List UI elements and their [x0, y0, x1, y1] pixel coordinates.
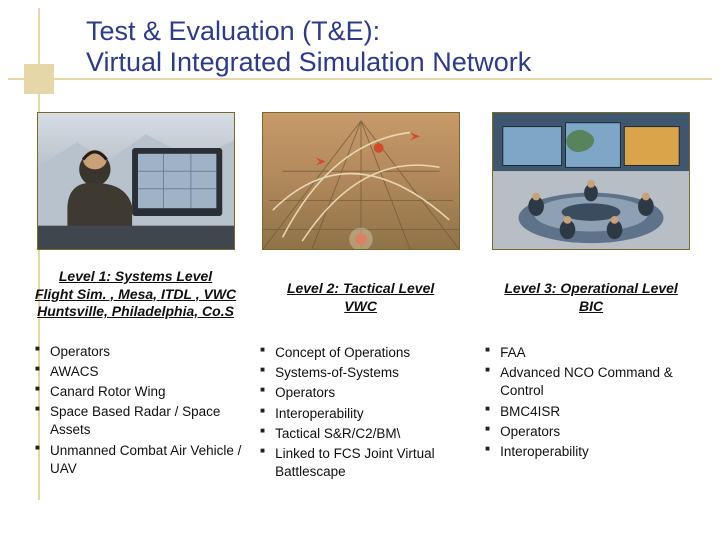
- horizontal-rule: [8, 78, 712, 80]
- list-item: Operators: [500, 423, 704, 441]
- column-level-2: Level 2: Tactical Level VWC Concept of O…: [253, 112, 468, 484]
- level-2-sub1: VWC: [287, 298, 434, 316]
- level-1-sub2: Huntsville, Philadelphia, Co.S: [35, 303, 236, 321]
- level-3-sub1: BIC: [504, 298, 678, 316]
- list-item: AWACS: [50, 363, 243, 381]
- list-item: Systems-of-Systems: [275, 364, 468, 382]
- page-title: Test & Evaluation (T&E): Virtual Integra…: [86, 16, 706, 78]
- list-item: BMC4ISR: [500, 403, 704, 421]
- level-3-bullets: FAA Advanced NCO Command & Control BMC4I…: [478, 344, 704, 463]
- title-line-1: Test & Evaluation (T&E):: [86, 16, 380, 46]
- level-2-bullets: Concept of Operations Systems-of-Systems…: [253, 344, 468, 484]
- level-1-sub1: Flight Sim. , Mesa, ITDL , VWC: [35, 286, 236, 304]
- list-item: Linked to FCS Joint Virtual Battlescape: [275, 445, 468, 481]
- list-item: Interoperability: [500, 443, 704, 461]
- column-level-1: Level 1: Systems Level Flight Sim. , Mes…: [28, 112, 243, 484]
- list-item: Space Based Radar / Space Assets: [50, 403, 243, 439]
- list-item: Advanced NCO Command & Control: [500, 364, 704, 400]
- level-2-title: Level 2: Tactical Level: [287, 280, 434, 296]
- thumb-tactical-level: [262, 112, 460, 250]
- title-line-2: Virtual Integrated Simulation Network: [86, 47, 531, 77]
- level-1-bullets: Operators AWACS Canard Rotor Wing Space …: [28, 343, 243, 481]
- thumb-systems-level: [37, 112, 235, 250]
- list-item: Operators: [275, 384, 468, 402]
- list-item: Tactical S&R/C2/BM\: [275, 425, 468, 443]
- level-1-title: Level 1: Systems Level: [59, 268, 212, 284]
- thumb-operational-level: [492, 112, 690, 250]
- columns-row: Level 1: Systems Level Flight Sim. , Mes…: [28, 112, 704, 484]
- column-level-3: Level 3: Operational Level BIC FAA Advan…: [478, 112, 704, 484]
- list-item: Canard Rotor Wing: [50, 383, 243, 401]
- list-item: Unmanned Combat Air Vehicle / UAV: [50, 442, 243, 478]
- level-2-header: Level 2: Tactical Level VWC: [287, 280, 434, 315]
- level-1-header: Level 1: Systems Level Flight Sim. , Mes…: [33, 268, 238, 321]
- level-3-header: Level 3: Operational Level BIC: [504, 280, 678, 315]
- list-item: FAA: [500, 344, 704, 362]
- list-item: Operators: [50, 343, 243, 361]
- list-item: Concept of Operations: [275, 344, 468, 362]
- list-item: Interoperability: [275, 405, 468, 423]
- level-3-title: Level 3: Operational Level: [504, 280, 678, 296]
